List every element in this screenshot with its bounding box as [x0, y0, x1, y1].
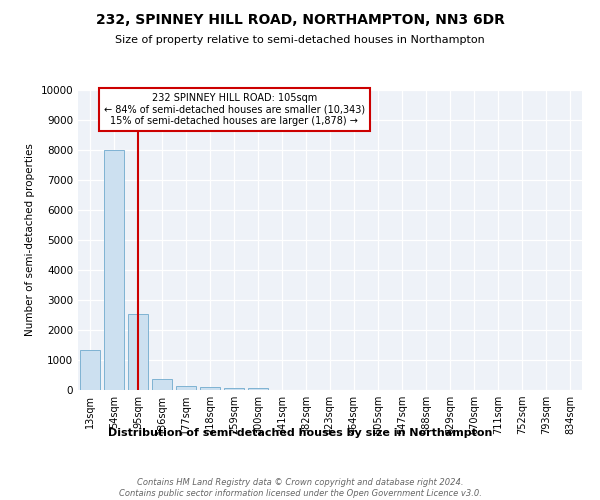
Bar — [128, 314, 148, 390]
Text: Size of property relative to semi-detached houses in Northampton: Size of property relative to semi-detach… — [115, 35, 485, 45]
Bar — [200, 387, 220, 390]
Text: Contains HM Land Registry data © Crown copyright and database right 2024.
Contai: Contains HM Land Registry data © Crown c… — [119, 478, 481, 498]
Text: 232, SPINNEY HILL ROAD, NORTHAMPTON, NN3 6DR: 232, SPINNEY HILL ROAD, NORTHAMPTON, NN3… — [95, 12, 505, 26]
Bar — [248, 388, 268, 390]
Text: Distribution of semi-detached houses by size in Northampton: Distribution of semi-detached houses by … — [108, 428, 492, 438]
Bar — [176, 386, 196, 390]
Bar — [80, 350, 100, 390]
Y-axis label: Number of semi-detached properties: Number of semi-detached properties — [25, 144, 35, 336]
Bar — [152, 378, 172, 390]
Bar — [224, 388, 244, 390]
Text: 232 SPINNEY HILL ROAD: 105sqm
← 84% of semi-detached houses are smaller (10,343): 232 SPINNEY HILL ROAD: 105sqm ← 84% of s… — [104, 93, 365, 126]
Bar — [104, 150, 124, 390]
